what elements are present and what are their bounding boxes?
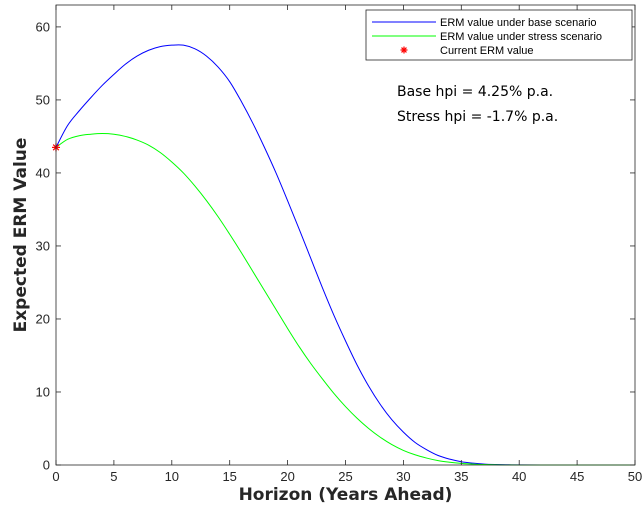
y-tick-label: 20 [36, 311, 50, 326]
x-tick-label: 0 [52, 469, 59, 484]
x-tick-label: 15 [222, 469, 236, 484]
x-tick-label: 40 [512, 469, 526, 484]
x-tick-label: 10 [165, 469, 179, 484]
y-tick-label: 30 [36, 238, 50, 253]
x-tick-label: 25 [338, 469, 352, 484]
annotation-stress-hpi: Stress hpi = -1.7% p.a. [397, 109, 558, 125]
y-tick-label: 0 [43, 458, 50, 473]
legend: ERM value under base scenario ERM value … [365, 9, 633, 61]
legend-label-stress: ERM value under stress scenario [440, 31, 602, 43]
asterisk-stroke [401, 47, 407, 53]
y-tick-label: 50 [36, 92, 50, 107]
annotation-base-hpi: Base hpi = 4.25% p.a. [397, 84, 553, 100]
legend-swatch-current [400, 46, 408, 54]
y-tick-label: 60 [36, 19, 50, 34]
legend-asterisk [400, 46, 408, 54]
x-tick-label: 30 [396, 469, 410, 484]
x-tick-label: 35 [454, 469, 468, 484]
legend-label-base: ERM value under base scenario [440, 17, 597, 29]
x-tick-label: 5 [110, 469, 117, 484]
y-tick-label: 40 [36, 165, 50, 180]
y-axis-title: Expected ERM Value [11, 138, 31, 333]
legend-box [365, 9, 633, 61]
x-tick-label: 50 [628, 469, 642, 484]
series-layer [55, 44, 635, 466]
legend-label-current: Current ERM value [440, 45, 534, 57]
series-line-base [55, 44, 635, 466]
x-tick-label: 20 [280, 469, 294, 484]
x-axis-title: Horizon (Years Ahead) [239, 485, 453, 505]
x-tick-label: 45 [570, 469, 584, 484]
ticks-layer: 0 5 10 15 20 25 30 35 40 45 50 0 10 20 30 40 50 60 [36, 5, 642, 484]
y-tick-label: 10 [36, 384, 50, 399]
series-line-stress [55, 133, 635, 466]
